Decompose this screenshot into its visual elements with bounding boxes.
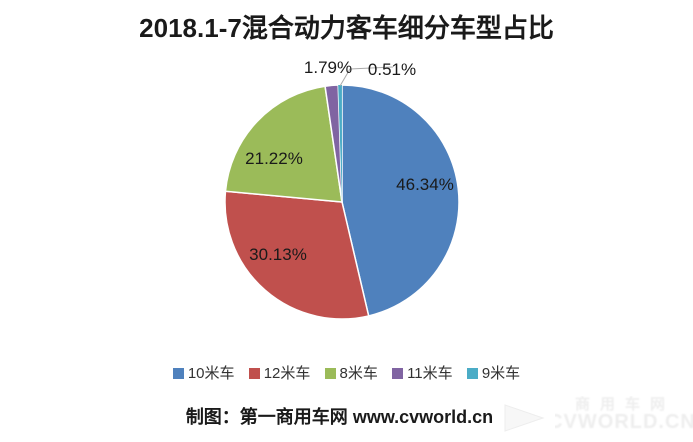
svg-text:30.13%: 30.13%: [249, 245, 307, 264]
svg-text:46.34%: 46.34%: [396, 175, 454, 194]
svg-text:21.22%: 21.22%: [245, 149, 303, 168]
svg-text:1.79%: 1.79%: [304, 58, 352, 77]
svg-text:0.51%: 0.51%: [368, 60, 416, 79]
